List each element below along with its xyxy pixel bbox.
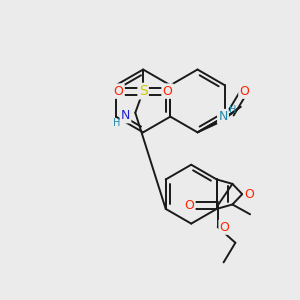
Text: H: H (229, 105, 236, 115)
Text: N: N (121, 109, 130, 122)
Text: O: O (239, 85, 249, 98)
Text: N: N (218, 110, 228, 123)
Text: O: O (163, 85, 172, 98)
Text: O: O (244, 188, 254, 201)
Text: O: O (114, 85, 124, 98)
Text: O: O (184, 199, 194, 212)
Text: S: S (139, 84, 148, 98)
Text: O: O (220, 220, 230, 233)
Text: H: H (113, 118, 120, 128)
